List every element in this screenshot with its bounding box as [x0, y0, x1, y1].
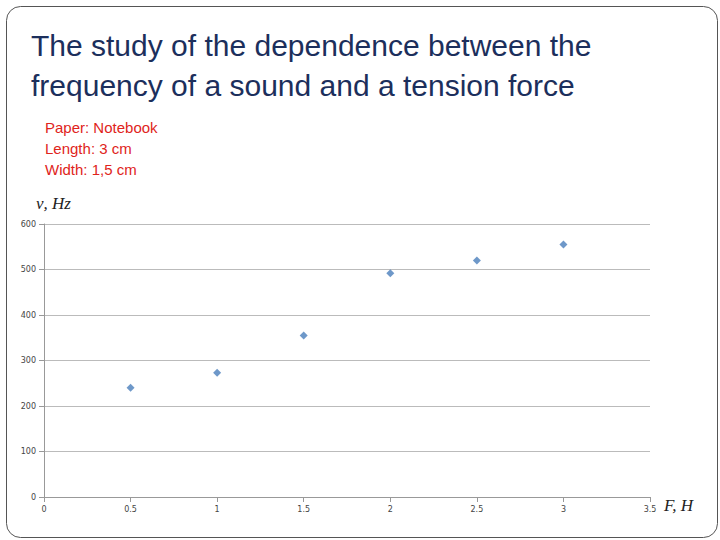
svg-text:3.5: 3.5 — [644, 505, 657, 514]
svg-text:ν, Hz: ν, Hz — [36, 194, 71, 213]
svg-text:3: 3 — [561, 505, 566, 514]
svg-text:Width: 1,5 cm: Width: 1,5 cm — [45, 161, 137, 178]
svg-text:0.5: 0.5 — [124, 505, 137, 514]
svg-text:1.5: 1.5 — [297, 505, 310, 514]
svg-text:100: 100 — [21, 447, 36, 456]
svg-text:2.5: 2.5 — [470, 505, 483, 514]
svg-text:0: 0 — [31, 493, 36, 502]
svg-text:300: 300 — [21, 356, 36, 365]
svg-text:2: 2 — [388, 505, 393, 514]
svg-text:frequency of a sound and a ten: frequency of a sound and a tension force — [31, 69, 575, 102]
svg-text:F, H: F, H — [663, 496, 695, 515]
svg-text:Length: 3 cm: Length: 3 cm — [45, 140, 132, 157]
svg-text:0: 0 — [41, 505, 46, 514]
svg-text:The study of the dependence be: The study of the dependence between the — [31, 29, 600, 62]
svg-text:500: 500 — [21, 265, 36, 274]
svg-text:400: 400 — [21, 311, 36, 320]
svg-text:200: 200 — [21, 402, 36, 411]
svg-text:1: 1 — [215, 505, 220, 514]
svg-text:600: 600 — [21, 220, 36, 229]
svg-text:Paper: Notebook: Paper: Notebook — [45, 119, 158, 136]
